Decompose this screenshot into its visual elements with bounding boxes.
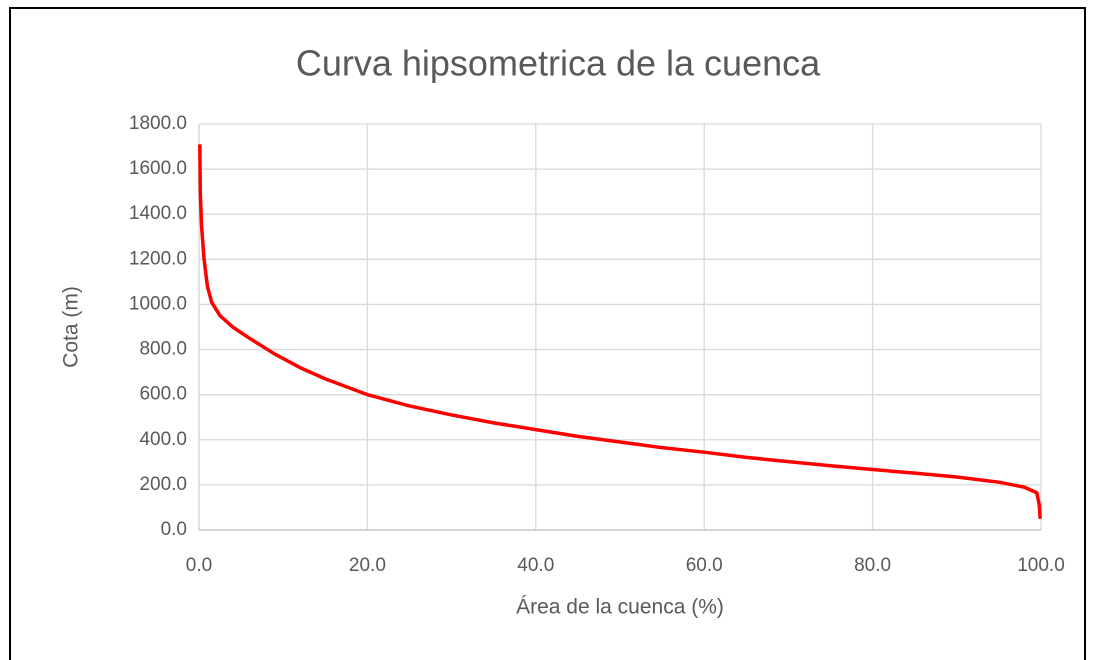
x-tick-label: 40.0 (517, 555, 554, 576)
chart-title: Curva hipsometrica de la cuenca (296, 43, 821, 84)
x-axis-label: Área de la cuenca (%) (516, 596, 724, 619)
x-tick-label: 20.0 (349, 555, 386, 576)
y-tick-label: 1000.0 (129, 293, 187, 314)
y-tick-label: 1200.0 (129, 248, 187, 269)
data-line (198, 144, 1042, 519)
y-tick-label: 600.0 (139, 384, 187, 405)
y-tick-label: 200.0 (139, 474, 187, 495)
y-axis-label: Cota (m) (60, 286, 83, 368)
y-tick-label: 800.0 (139, 339, 187, 360)
y-tick-label: 1400.0 (129, 203, 187, 224)
y-tick-label: 400.0 (139, 429, 187, 450)
y-tick-label: 0.0 (161, 519, 187, 540)
x-tick-label: 80.0 (854, 555, 891, 576)
y-tick-label: 1800.0 (129, 113, 187, 134)
x-tick-label: 100.0 (1017, 555, 1065, 576)
y-tick-label: 1600.0 (129, 158, 187, 179)
frame (9, 7, 1086, 660)
x-tick-label: 60.0 (686, 555, 723, 576)
x-tick-label: 0.0 (186, 555, 212, 576)
